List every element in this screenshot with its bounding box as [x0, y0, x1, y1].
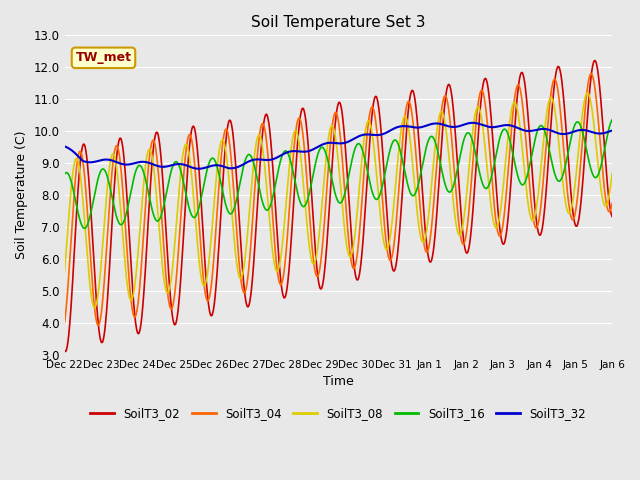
SoilT3_08: [608, 170, 616, 176]
SoilT3_02: [244, 304, 252, 310]
Y-axis label: Soil Temperature (C): Soil Temperature (C): [15, 131, 28, 259]
SoilT3_32: [468, 120, 476, 126]
SoilT3_16: [81, 226, 88, 231]
SoilT3_16: [424, 140, 431, 146]
SoilT3_16: [543, 138, 551, 144]
SoilT3_32: [61, 144, 68, 149]
SoilT3_16: [170, 162, 177, 168]
SoilT3_32: [195, 166, 203, 172]
SoilT3_04: [495, 233, 503, 239]
SoilT3_16: [183, 195, 191, 201]
SoilT3_08: [170, 257, 177, 263]
SoilT3_02: [61, 348, 68, 353]
SoilT3_04: [608, 201, 616, 206]
SoilT3_08: [183, 142, 191, 148]
SoilT3_04: [424, 249, 431, 254]
SoilT3_04: [61, 320, 68, 326]
SoilT3_02: [608, 214, 616, 219]
SoilT3_08: [244, 226, 252, 232]
Legend: SoilT3_02, SoilT3_04, SoilT3_08, SoilT3_16, SoilT3_32: SoilT3_02, SoilT3_04, SoilT3_08, SoilT3_…: [86, 402, 591, 425]
SoilT3_02: [183, 180, 191, 185]
SoilT3_32: [169, 162, 177, 168]
SoilT3_16: [244, 152, 252, 158]
Line: SoilT3_16: SoilT3_16: [65, 120, 612, 228]
SoilT3_32: [544, 127, 552, 132]
SoilT3_32: [244, 159, 252, 165]
SoilT3_04: [244, 274, 252, 279]
SoilT3_08: [584, 90, 591, 96]
SoilT3_32: [424, 122, 431, 128]
SoilT3_02: [61, 348, 69, 354]
Text: TW_met: TW_met: [76, 51, 131, 64]
Title: Soil Temperature Set 3: Soil Temperature Set 3: [251, 15, 426, 30]
SoilT3_02: [170, 319, 177, 324]
Line: SoilT3_32: SoilT3_32: [65, 123, 612, 169]
SoilT3_08: [61, 269, 68, 275]
SoilT3_08: [543, 106, 551, 112]
X-axis label: Time: Time: [323, 375, 354, 388]
SoilT3_08: [424, 221, 431, 227]
SoilT3_32: [608, 128, 616, 133]
SoilT3_32: [495, 123, 503, 129]
SoilT3_02: [424, 249, 431, 255]
SoilT3_32: [182, 163, 190, 168]
SoilT3_04: [543, 126, 551, 132]
SoilT3_02: [591, 58, 599, 63]
Line: SoilT3_02: SoilT3_02: [65, 60, 612, 351]
SoilT3_02: [495, 219, 503, 225]
SoilT3_02: [543, 172, 551, 178]
SoilT3_08: [495, 217, 503, 223]
Line: SoilT3_04: SoilT3_04: [65, 73, 612, 325]
SoilT3_16: [495, 138, 503, 144]
SoilT3_04: [95, 322, 102, 328]
SoilT3_16: [61, 171, 68, 177]
Line: SoilT3_08: SoilT3_08: [65, 93, 612, 308]
SoilT3_04: [170, 300, 177, 306]
SoilT3_16: [608, 117, 616, 123]
SoilT3_04: [588, 71, 595, 76]
SoilT3_04: [183, 143, 191, 148]
SoilT3_08: [91, 305, 99, 311]
